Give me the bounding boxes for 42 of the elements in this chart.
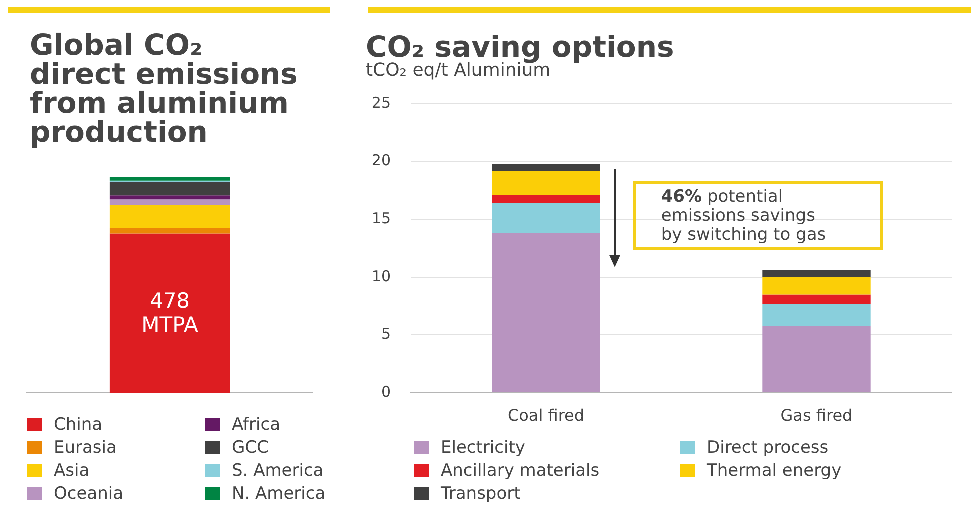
legend-label: N. America — [232, 484, 326, 504]
y-tick-label: 10 — [372, 267, 391, 286]
annotation: 478 MTPA — [140, 289, 200, 338]
bar — [492, 171, 600, 196]
y-tick-label: 15 — [372, 209, 391, 228]
chart-title: CO₂ saving options — [366, 30, 676, 64]
legend-label: Eurasia — [54, 438, 117, 458]
y-tick-label: 0 — [381, 382, 391, 401]
legend-label: GCC — [232, 438, 269, 458]
legend-label: Electricity — [441, 438, 526, 458]
annotation: 46% potential emissions savings by switching to gas — [661, 187, 826, 245]
bar — [492, 203, 600, 234]
bar — [492, 164, 600, 172]
bar — [110, 234, 230, 393]
bar — [492, 233, 600, 392]
bar — [110, 205, 230, 228]
bar — [762, 277, 871, 295]
legend-label: Thermal energy — [707, 460, 842, 480]
legend-label: Asia — [54, 460, 90, 480]
bar — [110, 182, 230, 196]
legend-label: Transport — [441, 484, 521, 504]
bar — [110, 228, 230, 234]
x-tick-label: Coal fired — [508, 406, 585, 425]
bar — [492, 195, 600, 204]
chart-title: Global CO₂ direct emissions from aluminium production — [30, 28, 299, 149]
bar — [110, 177, 230, 181]
bar — [762, 294, 871, 304]
x-tick-label: Gas fired — [780, 406, 853, 425]
legend-label: Africa — [232, 414, 280, 434]
bar — [110, 196, 230, 200]
bar — [762, 270, 871, 278]
legend-label: Oceania — [54, 484, 124, 504]
y-tick-label: 20 — [372, 152, 391, 170]
bar — [110, 200, 230, 206]
y-tick-label: 25 — [372, 94, 391, 112]
bar — [762, 326, 871, 392]
y-tick-label: 5 — [381, 325, 391, 344]
legend-label: China — [54, 414, 103, 434]
legend-label: Direct process — [707, 438, 829, 458]
legend-label: Ancillary materials — [441, 460, 600, 480]
bar — [762, 304, 871, 326]
legend-label: S. America — [232, 460, 324, 480]
